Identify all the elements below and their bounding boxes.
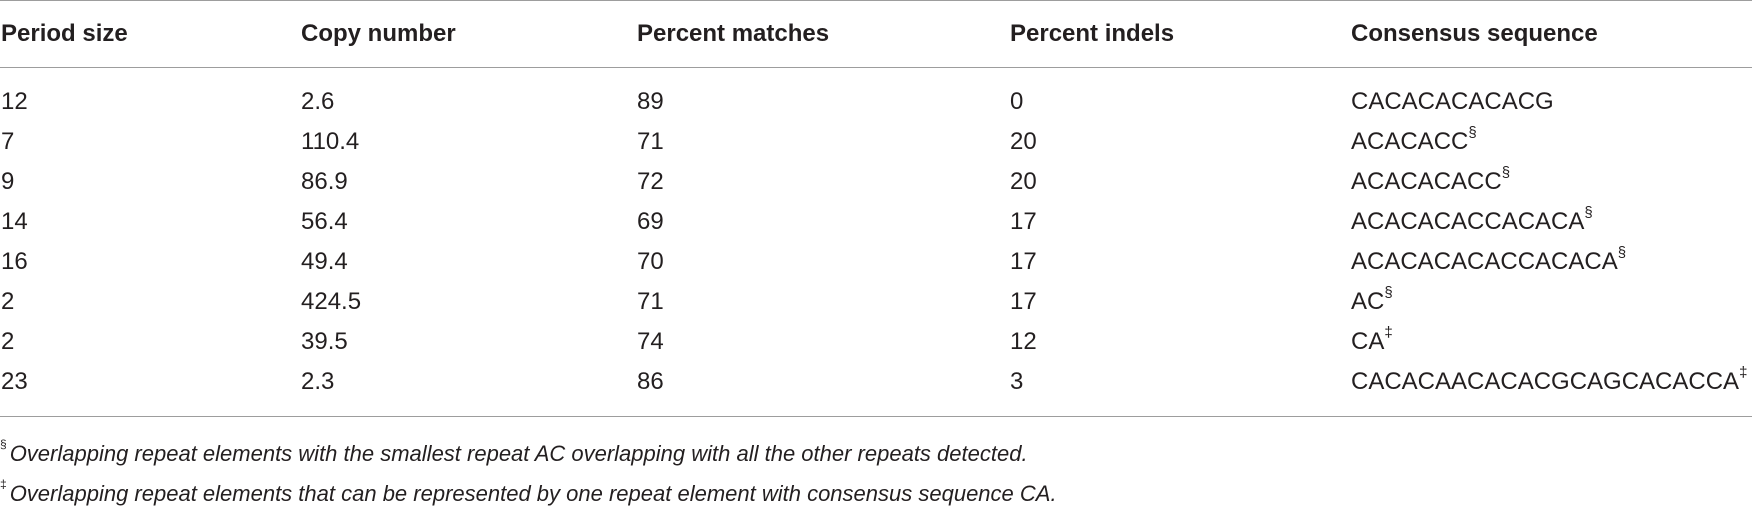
table-row: 7 110.4 71 20 ACACACC§	[0, 122, 1752, 162]
footnote-mark: §	[1584, 204, 1593, 221]
cell-period-size: 16	[1, 248, 28, 275]
cell-percent-matches: 69	[637, 208, 664, 235]
cell-percent-indels: 17	[1010, 208, 1037, 235]
cell-copy-number: 56.4	[301, 208, 348, 235]
consensus-sequence: ACACACACACCACACA	[1351, 248, 1618, 275]
cell-percent-indels: 17	[1010, 288, 1037, 315]
footnote-text: Overlapping repeat elements with the sma…	[9, 441, 1028, 466]
cell-copy-number: 2.3	[301, 368, 335, 395]
table-row: 23 2.3 86 3 CACACAACACACGCAGCACACCA‡	[0, 362, 1752, 417]
footnote-section-sign: § Overlapping repeat elements with the sm…	[0, 434, 1752, 474]
table-row: 2 424.5 71 17 AC§	[0, 282, 1752, 322]
cell-percent-indels: 20	[1010, 128, 1037, 155]
cell-period-size: 2	[1, 328, 15, 355]
table-row: 16 49.4 70 17 ACACACACACCACACA§	[0, 242, 1752, 282]
cell-percent-matches: 74	[637, 328, 664, 355]
cell-period-size: 2	[1, 288, 15, 315]
cell-copy-number: 424.5	[301, 288, 362, 315]
table-row: 12 2.6 89 0 CACACACACACG	[0, 68, 1752, 123]
cell-consensus: CACACAACACACGCAGCACACCA‡	[1350, 362, 1752, 417]
cell-period-size: 9	[1, 168, 15, 195]
table-footnotes: § Overlapping repeat elements with the sm…	[0, 434, 1752, 514]
table-header: Period size Copy number Percent matches …	[0, 0, 1752, 68]
cell-percent-matches: 86	[637, 368, 664, 395]
cell-percent-matches: 70	[637, 248, 664, 275]
cell-copy-number: 49.4	[301, 248, 348, 275]
cell-consensus: AC§	[1350, 282, 1752, 322]
footnote-double-dagger: ‡ Overlapping repeat elements that can be…	[0, 474, 1752, 514]
cell-consensus: ACACACACCACACA§	[1350, 202, 1752, 242]
consensus-sequence: CA	[1351, 328, 1385, 355]
cell-percent-matches: 71	[637, 128, 664, 155]
consensus-sequence: CACACAACACACGCAGCACACCA	[1351, 368, 1740, 395]
cell-percent-matches: 72	[637, 168, 664, 195]
cell-percent-indels: 17	[1010, 248, 1037, 275]
table-row: 2 39.5 74 12 CA‡	[0, 322, 1752, 362]
cell-copy-number: 86.9	[301, 168, 348, 195]
cell-consensus: ACACACACACCACACA§	[1350, 242, 1752, 282]
cell-period-size: 7	[1, 128, 15, 155]
footnote-text: Overlapping repeat elements that can be …	[9, 481, 1057, 506]
cell-consensus: CA‡	[1350, 322, 1752, 362]
consensus-sequence: ACACACACC	[1351, 168, 1502, 195]
consensus-sequence: AC	[1351, 288, 1385, 315]
header-copy-number: Copy number	[301, 20, 456, 47]
header-percent-matches: Percent matches	[637, 20, 830, 47]
cell-percent-indels: 12	[1010, 328, 1037, 355]
cell-copy-number: 110.4	[301, 128, 360, 155]
cell-percent-matches: 71	[637, 288, 664, 315]
footnote-mark: §	[1617, 244, 1627, 261]
table-body: 12 2.6 89 0 CACACACACACG 7 110.4 71 20 A…	[0, 68, 1752, 417]
header-period-size: Period size	[1, 20, 128, 47]
cell-consensus: ACACACACC§	[1350, 162, 1752, 202]
footnote-mark: §	[1384, 284, 1393, 301]
table-row: 14 56.4 69 17 ACACACACCACACA§	[0, 202, 1752, 242]
footnote-mark: ‡	[1739, 364, 1748, 381]
cell-period-size: 12	[1, 88, 28, 115]
footnote-mark: ‡	[1384, 324, 1393, 341]
cell-period-size: 14	[1, 208, 28, 235]
cell-percent-matches: 89	[637, 88, 664, 115]
cell-percent-indels: 20	[1010, 168, 1037, 195]
cell-percent-indels: 0	[1010, 88, 1024, 115]
header-consensus-sequence: Consensus sequence	[1351, 20, 1598, 47]
consensus-sequence: ACACACC	[1351, 128, 1469, 155]
consensus-sequence: ACACACACCACACA	[1351, 208, 1585, 235]
cell-percent-indels: 3	[1010, 368, 1024, 395]
table-row: 9 86.9 72 20 ACACACACC§	[0, 162, 1752, 202]
footnote-mark: §	[1501, 164, 1511, 181]
footnote-mark: §	[1468, 124, 1477, 141]
cell-period-size: 23	[1, 368, 28, 395]
cell-consensus: ACACACC§	[1350, 122, 1752, 162]
repeat-elements-table: Period size Copy number Percent matches …	[0, 0, 1752, 417]
footnote-mark: §	[0, 436, 7, 451]
cell-copy-number: 39.5	[301, 328, 348, 355]
consensus-sequence: CACACACACACG	[1351, 88, 1554, 115]
header-percent-indels: Percent indels	[1010, 20, 1175, 47]
header-row: Period size Copy number Percent matches …	[0, 0, 1752, 68]
cell-consensus: CACACACACACG	[1350, 68, 1752, 123]
cell-copy-number: 2.6	[301, 88, 335, 115]
footnote-mark: ‡	[0, 476, 7, 491]
